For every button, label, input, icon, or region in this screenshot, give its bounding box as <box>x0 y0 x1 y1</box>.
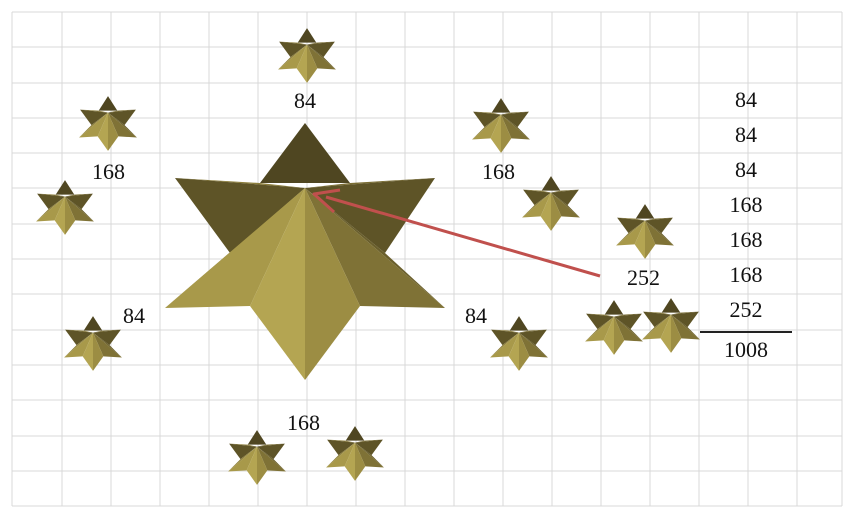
label-upper-right: 168 <box>482 159 515 184</box>
sum-item: 168 <box>729 262 763 287</box>
small-star <box>36 180 94 235</box>
label-upper-left: 168 <box>92 159 125 184</box>
small-star <box>522 176 580 231</box>
sum-item: 168 <box>729 192 763 217</box>
sum-item: 84 <box>735 122 757 147</box>
label-lower-left: 84 <box>123 303 145 328</box>
small-star <box>64 316 122 371</box>
small-star <box>585 300 643 355</box>
small-star <box>278 28 336 83</box>
sum-item: 252 <box>729 297 763 322</box>
sum-item: 168 <box>729 227 763 252</box>
label-bottom: 168 <box>287 410 320 435</box>
small-star <box>490 316 548 371</box>
small-star <box>228 430 286 485</box>
sum-rule <box>700 331 792 333</box>
label-top: 84 <box>294 88 316 113</box>
small-star <box>472 98 530 153</box>
sum-column: 84 84 84 168 168 168 252 1008 <box>700 87 792 362</box>
sum-item: 84 <box>735 87 757 112</box>
large-star <box>165 123 445 380</box>
label-lower-right: 84 <box>465 303 487 328</box>
small-star <box>79 96 137 151</box>
label-far-right: 252 <box>627 265 660 290</box>
sum-total: 1008 <box>724 337 768 362</box>
sum-item: 84 <box>735 157 757 182</box>
small-star <box>326 426 384 481</box>
small-star <box>616 204 674 259</box>
small-star <box>642 298 700 353</box>
